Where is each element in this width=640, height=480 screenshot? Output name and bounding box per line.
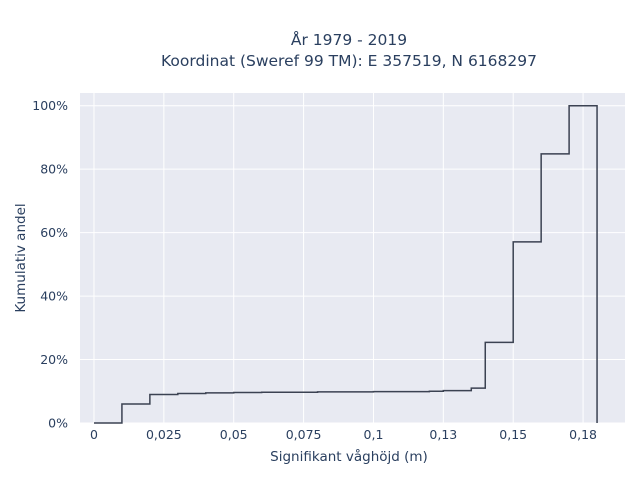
x-tick-label: 0,15 [499,427,527,442]
x-tick-label: 0,075 [286,427,322,442]
y-tick-label: 80% [40,162,68,177]
x-axis-title: Signifikant våghöjd (m) [270,448,428,465]
plot-background [80,93,625,423]
chart-title-line-2: Koordinat (Sweref 99 TM): E 357519, N 61… [161,52,537,70]
x-tick-label: 0 [90,427,98,442]
x-tick-label: 0,18 [569,427,597,442]
x-tick-label: 0,1 [364,427,384,442]
y-tick-label: 20% [40,352,68,367]
x-tick-label: 0,025 [146,427,182,442]
y-tick-label: 0% [48,416,68,431]
y-tick-label: 40% [40,289,68,304]
x-tick-label: 0,13 [429,427,457,442]
x-tick-labels: 0 0,025 0,05 0,075 0,1 0,13 0,15 0,18 [90,427,597,442]
y-tick-labels: 0% 20% 40% 60% 80% 100% [32,98,68,430]
y-tick-label: 60% [40,225,68,240]
cumulative-step-line [93,104,598,424]
series-layer [93,104,598,424]
y-axis-title: Kumulativ andel [13,203,29,312]
chart-title-line-1: År 1979 - 2019 [291,30,407,49]
y-tick-label: 100% [32,98,68,113]
x-tick-label: 0,05 [220,427,248,442]
grid [80,93,625,424]
